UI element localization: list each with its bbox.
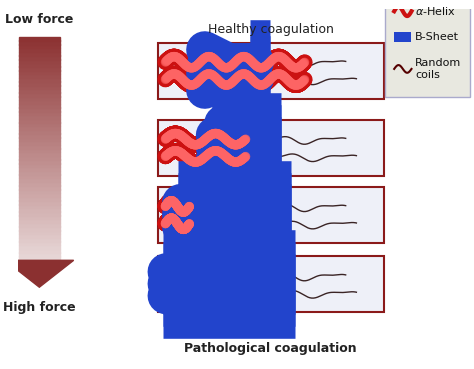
Bar (19, 81, 60, 86)
Bar (19, 200, 60, 204)
Bar (19, 174, 60, 179)
Bar (19, 245, 60, 249)
Bar (19, 197, 60, 201)
Bar (19, 85, 60, 89)
Bar (19, 252, 60, 256)
Bar (19, 93, 60, 97)
Bar (19, 70, 60, 75)
Bar (19, 204, 60, 208)
FancyBboxPatch shape (158, 256, 383, 312)
Bar (19, 59, 60, 63)
FancyBboxPatch shape (158, 43, 383, 99)
Text: B-Sheet: B-Sheet (415, 32, 459, 42)
Bar (19, 241, 60, 245)
Bar (19, 219, 60, 223)
Bar (19, 193, 60, 197)
Bar (19, 63, 60, 67)
Bar (19, 111, 60, 115)
Text: Healthy coagulation: Healthy coagulation (208, 23, 334, 36)
Bar (19, 52, 60, 56)
Bar (19, 159, 60, 163)
FancyBboxPatch shape (394, 32, 411, 42)
Bar (19, 170, 60, 175)
Bar (19, 223, 60, 227)
FancyBboxPatch shape (384, 0, 470, 97)
Bar (19, 152, 60, 156)
Polygon shape (5, 260, 73, 287)
Text: $\alpha$-Helix: $\alpha$-Helix (415, 5, 456, 17)
Bar (19, 55, 60, 59)
Bar (19, 74, 60, 78)
Bar (19, 186, 60, 190)
Bar (19, 137, 60, 141)
Bar (19, 126, 60, 130)
Bar (19, 44, 60, 48)
Bar (19, 122, 60, 127)
Bar (19, 41, 60, 45)
Bar (19, 215, 60, 220)
Bar (19, 66, 60, 70)
Bar (19, 104, 60, 108)
Bar (19, 208, 60, 212)
Bar (19, 230, 60, 234)
Bar (19, 163, 60, 167)
FancyBboxPatch shape (158, 120, 383, 176)
Text: Random
coils: Random coils (415, 58, 462, 80)
Bar (19, 238, 60, 242)
Bar (19, 130, 60, 134)
Bar (19, 77, 60, 82)
Bar (19, 37, 60, 41)
Bar (19, 156, 60, 160)
Bar (19, 89, 60, 93)
Bar (19, 167, 60, 171)
Text: Low force: Low force (5, 13, 73, 26)
Bar (19, 107, 60, 111)
Bar (19, 145, 60, 149)
Bar (19, 189, 60, 193)
Bar (19, 148, 60, 152)
Bar (19, 96, 60, 100)
Bar (19, 141, 60, 145)
Text: Pathological coagulation: Pathological coagulation (184, 342, 357, 355)
Bar (19, 118, 60, 123)
Bar (19, 211, 60, 215)
Bar (19, 256, 60, 260)
Bar (19, 100, 60, 104)
Bar (19, 133, 60, 138)
Bar (19, 48, 60, 52)
FancyBboxPatch shape (158, 187, 383, 243)
Bar (19, 115, 60, 119)
Text: High force: High force (3, 301, 76, 314)
Bar (19, 226, 60, 231)
Bar (19, 249, 60, 253)
Bar (19, 182, 60, 186)
Bar (19, 234, 60, 238)
Bar (19, 178, 60, 182)
